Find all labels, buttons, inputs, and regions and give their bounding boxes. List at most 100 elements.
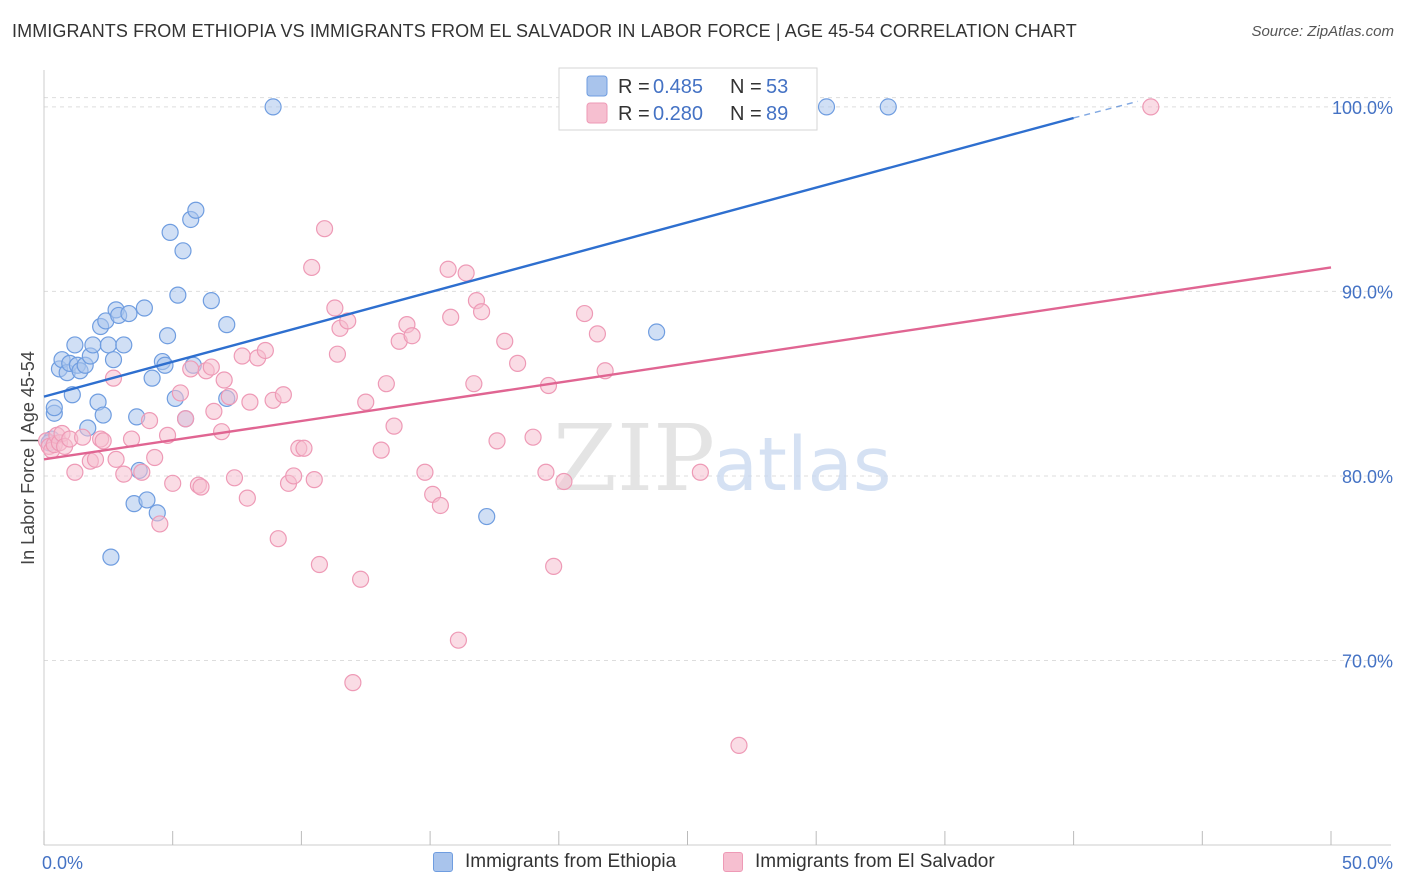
elsalvador-point: [315, 220, 334, 238]
elsalvador-point: [241, 393, 259, 411]
ethiopia-point: [648, 323, 666, 341]
elsalvador-point: [439, 260, 457, 278]
ethiopia-point: [169, 286, 187, 304]
legend-elsalvador-swatch: [586, 102, 608, 124]
x-tick-labels: 0.0% 50.0%: [42, 853, 1393, 873]
bottom-legend-ethiopia-swatch: [433, 852, 453, 872]
legend-elsalvador-n-label: N =: [730, 103, 762, 125]
bottom-legend-ethiopia-label: Immigrants from Ethiopia: [465, 851, 677, 872]
elsalvador-point: [233, 347, 251, 365]
ethiopia-point: [115, 336, 133, 354]
x-tick-label-min: 0.0%: [42, 853, 83, 873]
elsalvador-point: [176, 410, 195, 428]
watermark-zip: ZIP: [553, 405, 715, 512]
y-tick-label: 100.0%: [1332, 98, 1393, 118]
elsalvador-point: [238, 489, 256, 507]
elsalvador-point: [274, 386, 292, 404]
elsalvador-point: [215, 371, 233, 389]
ethiopia-point: [135, 299, 153, 317]
elsalvador-point: [146, 448, 164, 467]
elsalvador-point: [202, 358, 220, 376]
ethiopia-point: [143, 369, 161, 387]
elsalvador-point: [403, 327, 421, 345]
elsalvador-point: [133, 463, 151, 481]
ethiopia-point: [879, 98, 897, 116]
elsalvador-point: [220, 388, 238, 406]
elsalvador-point: [509, 354, 527, 372]
elsalvador-point: [295, 439, 313, 457]
elsalvador-point: [74, 428, 92, 446]
y-tick-label: 90.0%: [1342, 282, 1393, 302]
y-tick-labels: 70.0% 80.0% 90.0% 100.0%: [1332, 98, 1393, 672]
elsalvador-point: [465, 375, 483, 393]
elsalvador-point: [151, 515, 169, 533]
ethiopia-point: [138, 491, 156, 509]
elsalvador-point: [94, 432, 112, 450]
ethiopia-point: [264, 98, 282, 116]
legend-elsalvador-r-label: R =: [618, 103, 650, 125]
y-tick-label: 70.0%: [1342, 651, 1393, 671]
elsalvador-point: [303, 258, 321, 277]
elsalvador-point: [140, 411, 159, 430]
elsalvador-trend-line: [43, 266, 1332, 461]
elsalvador-point: [326, 299, 344, 317]
elsalvador-point: [328, 345, 347, 363]
chart-title: IMMIGRANTS FROM ETHIOPIA VS IMMIGRANTS F…: [12, 21, 1077, 41]
ethiopia-point: [174, 242, 192, 260]
elsalvador-point: [182, 360, 200, 378]
ethiopia-point: [120, 304, 138, 323]
elsalvador-point: [352, 570, 370, 588]
elsalvador-point: [555, 472, 573, 491]
legend-ethiopia-r-value: 0.485: [653, 76, 703, 98]
source-credit: Source: ZipAtlas.com: [1251, 23, 1394, 40]
elsalvador-point: [416, 463, 434, 481]
bottom-legend-ethiopia: Immigrants from Ethiopia: [433, 851, 676, 873]
ethiopia-point: [158, 327, 177, 345]
elsalvador-point: [575, 304, 594, 323]
legend-ethiopia-n-label: N =: [730, 76, 762, 98]
grid-lines: [44, 97, 1391, 661]
elsalvador-point: [310, 555, 329, 574]
ethiopia-point: [84, 336, 102, 354]
elsalvador-point: [449, 631, 468, 649]
ethiopia-point: [66, 336, 84, 354]
legend-elsalvador-r-value: 0.280: [653, 103, 703, 125]
trend-lines: [43, 100, 1332, 461]
elsalvador-point: [442, 308, 460, 326]
elsalvador-point: [457, 264, 475, 282]
elsalvador-point: [269, 530, 287, 548]
elsalvador-point: [588, 325, 607, 343]
elsalvador-point: [385, 417, 403, 435]
legend-ethiopia-swatch: [586, 75, 608, 97]
elsalvador-point: [171, 384, 190, 402]
ethiopia-point: [817, 98, 836, 116]
watermark-atlas: atlas: [713, 422, 892, 508]
elsalvador-point: [164, 474, 182, 492]
ethiopia-point: [104, 351, 123, 369]
elsalvador-point: [372, 441, 390, 459]
elsalvador-point: [730, 736, 748, 754]
elsalvador-point: [537, 463, 555, 481]
bottom-legend-elsalvador: Immigrants from El Salvador: [723, 851, 995, 873]
elsalvador-point: [115, 465, 133, 483]
y-axis-label: In Labor Force | Age 45-54: [18, 351, 38, 565]
elsalvador-point: [377, 375, 395, 393]
elsalvador-point: [488, 432, 506, 450]
ethiopia-trend-line: [43, 116, 1074, 398]
ethiopia-point: [161, 223, 179, 241]
x-tick-label-max: 50.0%: [1342, 853, 1393, 873]
axes: [43, 70, 1391, 846]
elsalvador-point: [285, 467, 303, 485]
y-tick-label: 80.0%: [1342, 467, 1393, 487]
bottom-legend: Immigrants from Ethiopia Immigrants from…: [0, 851, 1406, 879]
elsalvador-point: [205, 402, 223, 420]
elsalvador-point: [107, 450, 125, 468]
legend-ethiopia-r-label: R =: [618, 76, 650, 98]
elsalvador-point: [339, 312, 357, 330]
elsalvador-point: [524, 428, 542, 446]
elsalvador-point: [1142, 98, 1160, 116]
elsalvador-point: [305, 471, 323, 489]
bottom-legend-elsalvador-swatch: [723, 852, 743, 872]
ethiopia-point: [202, 292, 220, 310]
